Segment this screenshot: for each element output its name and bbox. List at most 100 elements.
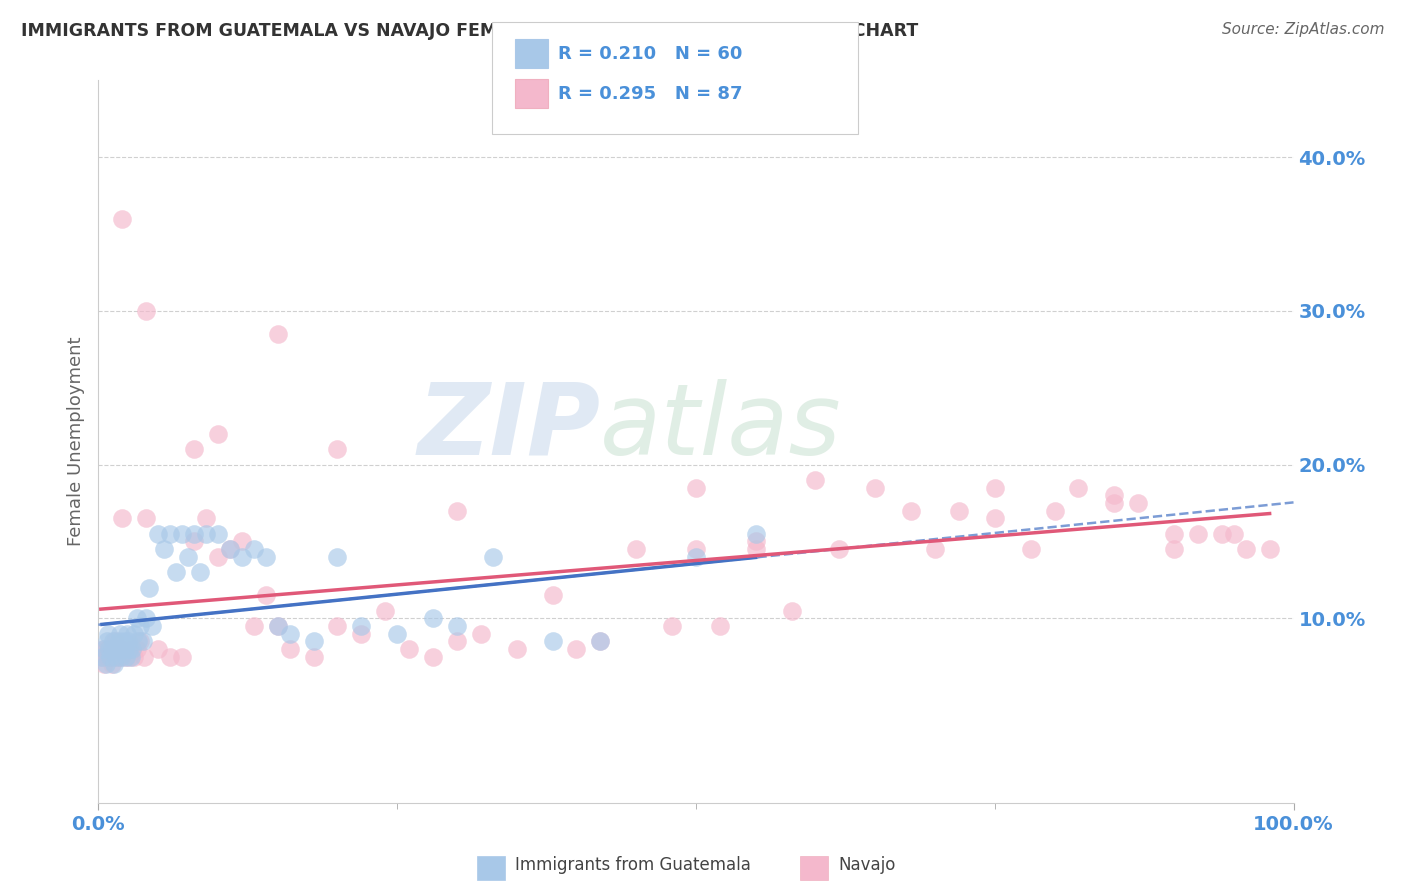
Point — [254, 588, 277, 602]
Point — [107, 642, 129, 657]
Point — [267, 326, 290, 341]
Point — [104, 642, 127, 657]
Point — [100, 657, 122, 672]
Point — [98, 649, 122, 664]
Point — [114, 642, 136, 657]
Point — [105, 642, 128, 657]
Point — [129, 634, 152, 648]
Point — [1163, 542, 1185, 557]
Point — [828, 542, 851, 557]
Point — [111, 511, 134, 525]
Text: R = 0.295   N = 87: R = 0.295 N = 87 — [558, 85, 742, 103]
Point — [135, 304, 157, 318]
Point — [1163, 526, 1185, 541]
Point — [112, 634, 135, 648]
Point — [1258, 542, 1281, 557]
Point — [124, 626, 146, 640]
Point — [1104, 496, 1126, 510]
Point — [661, 619, 683, 633]
Point — [1128, 496, 1150, 510]
Point — [121, 642, 143, 657]
Point — [165, 565, 187, 579]
Point — [446, 634, 468, 648]
Point — [131, 634, 153, 648]
Point — [589, 634, 612, 648]
Point — [231, 549, 253, 564]
Point — [1067, 481, 1090, 495]
Text: Source: ZipAtlas.com: Source: ZipAtlas.com — [1222, 22, 1385, 37]
Point — [385, 626, 409, 640]
Point — [374, 604, 396, 618]
Point — [153, 542, 176, 557]
Point — [1234, 542, 1257, 557]
Point — [103, 657, 125, 672]
Point — [446, 619, 468, 633]
Point — [105, 649, 128, 664]
Point — [984, 481, 1007, 495]
Point — [159, 649, 181, 664]
Point — [188, 565, 211, 579]
Point — [326, 442, 349, 457]
Text: Navajo: Navajo — [838, 856, 896, 874]
Point — [110, 642, 132, 657]
Point — [159, 526, 181, 541]
Point — [101, 642, 124, 657]
Point — [709, 619, 731, 633]
Point — [254, 549, 277, 564]
Point — [115, 642, 138, 657]
Point — [422, 611, 444, 625]
Point — [1019, 542, 1042, 557]
Point — [120, 649, 142, 664]
Point — [104, 634, 127, 648]
Point — [302, 634, 325, 648]
Point — [107, 649, 129, 664]
Point — [107, 642, 129, 657]
Point — [118, 649, 141, 664]
Point — [326, 619, 349, 633]
Point — [97, 626, 120, 640]
Point — [183, 526, 205, 541]
Point — [278, 626, 301, 640]
Point — [1211, 526, 1233, 541]
Point — [1187, 526, 1209, 541]
Point — [111, 211, 134, 226]
Point — [267, 619, 290, 633]
Point — [100, 642, 122, 657]
Point — [565, 642, 588, 657]
Point — [278, 642, 301, 657]
Point — [243, 542, 266, 557]
Point — [195, 526, 218, 541]
Point — [948, 504, 970, 518]
Point — [865, 481, 887, 495]
Point — [422, 649, 444, 664]
Point — [183, 442, 205, 457]
Point — [207, 526, 229, 541]
Point — [121, 642, 143, 657]
Point — [745, 526, 768, 541]
Point — [900, 504, 922, 518]
Point — [1104, 488, 1126, 502]
Point — [98, 642, 121, 657]
Point — [177, 549, 200, 564]
Text: atlas: atlas — [600, 378, 842, 475]
Text: ZIP: ZIP — [418, 378, 600, 475]
Text: Immigrants from Guatemala: Immigrants from Guatemala — [515, 856, 751, 874]
Point — [302, 649, 325, 664]
Point — [135, 511, 157, 525]
Point — [111, 642, 134, 657]
Point — [93, 657, 115, 672]
Point — [94, 649, 117, 664]
Point — [541, 588, 564, 602]
Point — [148, 526, 170, 541]
Point — [103, 649, 125, 664]
Point — [125, 611, 148, 625]
Point — [117, 634, 139, 648]
Point — [984, 511, 1007, 525]
Point — [207, 426, 229, 441]
Point — [127, 634, 149, 648]
Point — [125, 642, 148, 657]
Point — [141, 619, 163, 633]
Point — [183, 534, 205, 549]
Point — [135, 611, 157, 625]
Point — [481, 549, 505, 564]
